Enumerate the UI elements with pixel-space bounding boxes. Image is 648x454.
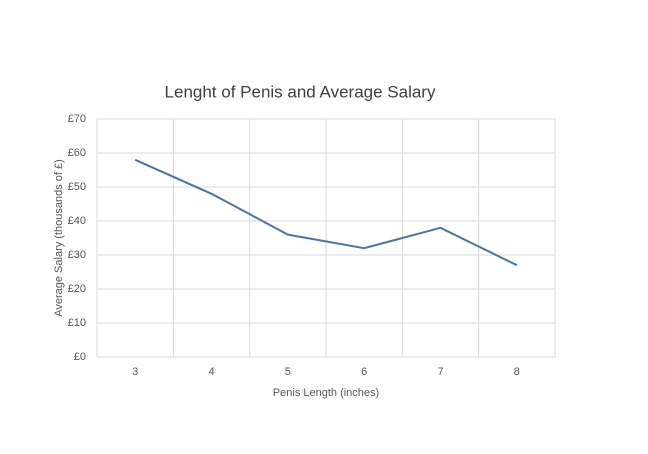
y-tick-label: £40 [68, 215, 86, 227]
x-tick-label: 5 [285, 366, 291, 378]
y-tick-label: £70 [68, 113, 86, 125]
x-tick-label: 3 [132, 366, 138, 378]
y-tick-label: £60 [68, 147, 86, 159]
x-tick-label: 4 [208, 366, 214, 378]
x-tick-label: 7 [437, 366, 443, 378]
y-tick-label: £20 [68, 283, 86, 295]
y-axis-label: Average Salary (thousands of £) [53, 159, 65, 317]
x-axis-label: Penis Length (inches) [273, 387, 379, 399]
y-tick-label: £50 [68, 181, 86, 193]
y-tick-label: £10 [68, 317, 86, 329]
y-tick-label: £30 [68, 249, 86, 261]
chart-title: Lenght of Penis and Average Salary [165, 82, 436, 101]
x-tick-label: 6 [361, 366, 367, 378]
x-tick-label: 8 [514, 366, 520, 378]
y-tick-label: £0 [74, 351, 86, 363]
data-line [134, 158, 518, 267]
